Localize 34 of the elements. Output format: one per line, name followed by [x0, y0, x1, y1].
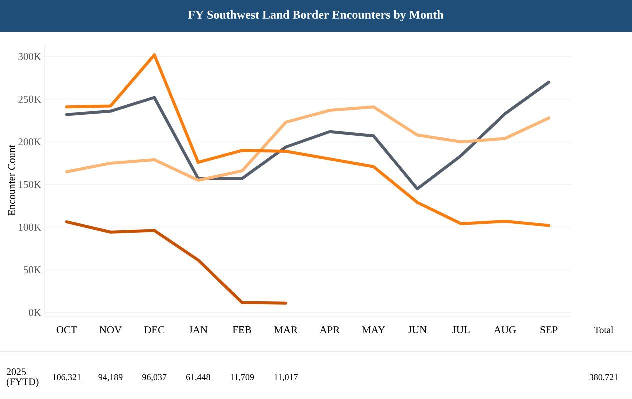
data-label: 106,321	[53, 374, 81, 382]
data-label: 94,189	[98, 374, 123, 382]
line-series	[65, 106, 551, 182]
x-tick-label: DEC	[144, 326, 164, 334]
data-label: 11,709	[230, 374, 254, 382]
x-tick-label: MAR	[274, 326, 298, 334]
x-tick-label: AUG	[494, 326, 516, 334]
x-tick-label: APR	[320, 326, 340, 334]
x-tick-label: JUN	[408, 326, 427, 334]
x-tick-label: JAN	[189, 326, 208, 334]
data-label: 11,017	[274, 374, 298, 382]
y-tick-label: 200K	[18, 138, 42, 146]
y-tick-label: 150K	[19, 181, 42, 188]
text: 2025 (FYTD)	[6, 368, 39, 388]
line-series	[65, 80, 551, 191]
y-tick-label: 300K	[18, 53, 42, 60]
y-axis-title: Encounter Count	[8, 144, 16, 216]
text: 380,721	[590, 374, 618, 382]
text: Total	[594, 326, 614, 334]
x-tick-label: MAY	[362, 326, 386, 334]
chart-title: FY Southwest Land Border Encounters by Month	[188, 10, 444, 22]
y-tick-label: 250K	[18, 96, 42, 103]
x-tick-label: JUL	[452, 326, 470, 334]
x-tick-label: NOV	[100, 326, 122, 334]
x-tick-label: OCT	[56, 326, 78, 334]
y-tick-label: 50K	[24, 266, 42, 274]
x-tick-label: FEB	[232, 326, 252, 334]
data-label: 96,037	[142, 374, 167, 382]
x-tick-label: SEP	[540, 326, 558, 334]
y-tick-label: 100K	[19, 224, 42, 231]
line-series	[65, 220, 288, 305]
y-tick-label: 0K	[29, 309, 42, 316]
line-series	[65, 54, 551, 228]
data-label: 61,448	[186, 374, 210, 382]
